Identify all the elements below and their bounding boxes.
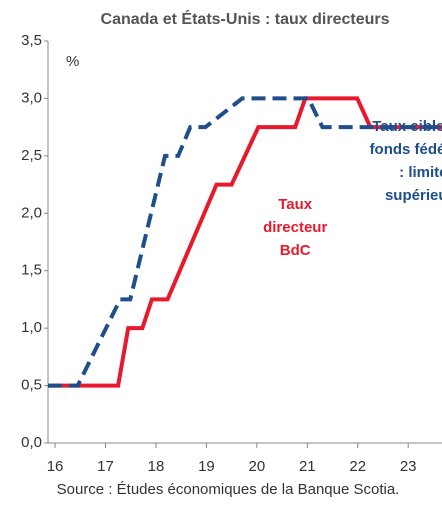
x-tick-label: 16 <box>47 458 64 475</box>
x-tick-label: 23 <box>400 458 417 475</box>
x-tick-label: 19 <box>198 458 215 475</box>
line <box>48 96 442 388</box>
chart-title: Canada et États-Unis : taux directeurs <box>101 9 390 28</box>
x-tick-label: 17 <box>97 458 114 475</box>
y-tick-label: 1,0 <box>21 319 42 336</box>
y-tick-label: 0,5 <box>21 377 42 394</box>
y-tick-label: 2,0 <box>21 204 42 221</box>
annotation: directeur <box>263 219 327 236</box>
annotation: : limite <box>399 164 442 181</box>
annotation: Taux cible des <box>372 118 442 135</box>
source: Source : Études économiques de la Banque… <box>57 481 400 498</box>
y-tick-label: 3,5 <box>21 32 42 49</box>
y-tick-label: 1,5 <box>21 262 42 279</box>
y-tick-label: 0,0 <box>21 434 42 451</box>
y-unit: % <box>66 53 79 70</box>
annotation: Taux <box>278 196 313 213</box>
y-tick-label: 2,5 <box>21 147 42 164</box>
x-tick-label: 20 <box>249 458 266 475</box>
line <box>48 96 442 388</box>
y-tick-label: 3,0 <box>21 89 42 106</box>
x-tick-label: 18 <box>148 458 165 475</box>
annotation: supérieure <box>385 187 442 204</box>
x-tick-label: 21 <box>299 458 316 475</box>
annotation: BdC <box>280 242 311 259</box>
x-tick-label: 22 <box>349 458 366 475</box>
annotation: fonds fédéraux <box>370 141 442 158</box>
